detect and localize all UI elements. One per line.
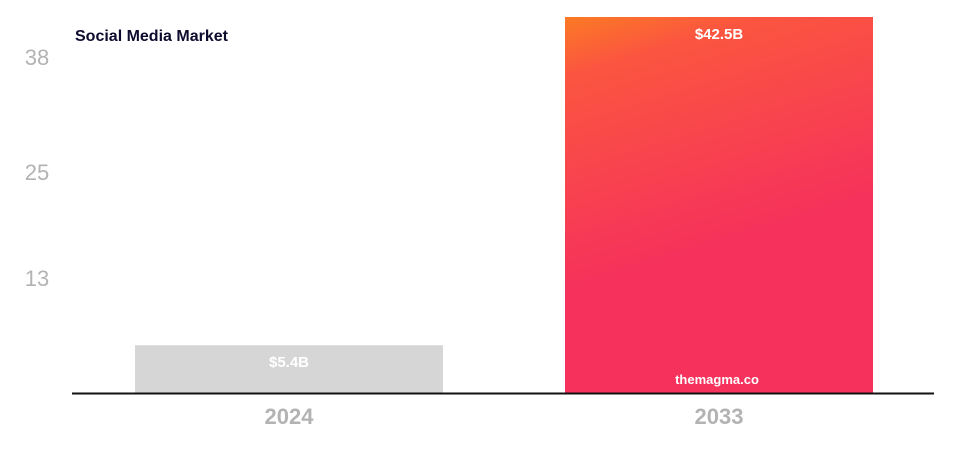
data-label: $5.4B [269, 354, 309, 371]
watermark: themagma.co [675, 372, 759, 387]
y-tick-label: 38 [25, 45, 49, 70]
bar-2033 [565, 17, 873, 393]
bar-2024 [135, 345, 443, 393]
data-label: $42.5B [695, 26, 744, 43]
y-tick-label: 13 [25, 266, 49, 291]
chart-title: Social Media Market [75, 28, 229, 45]
y-tick-label: 25 [25, 160, 49, 185]
x-tick-label: 2024 [265, 404, 315, 429]
x-tick-label: 2033 [695, 404, 744, 429]
